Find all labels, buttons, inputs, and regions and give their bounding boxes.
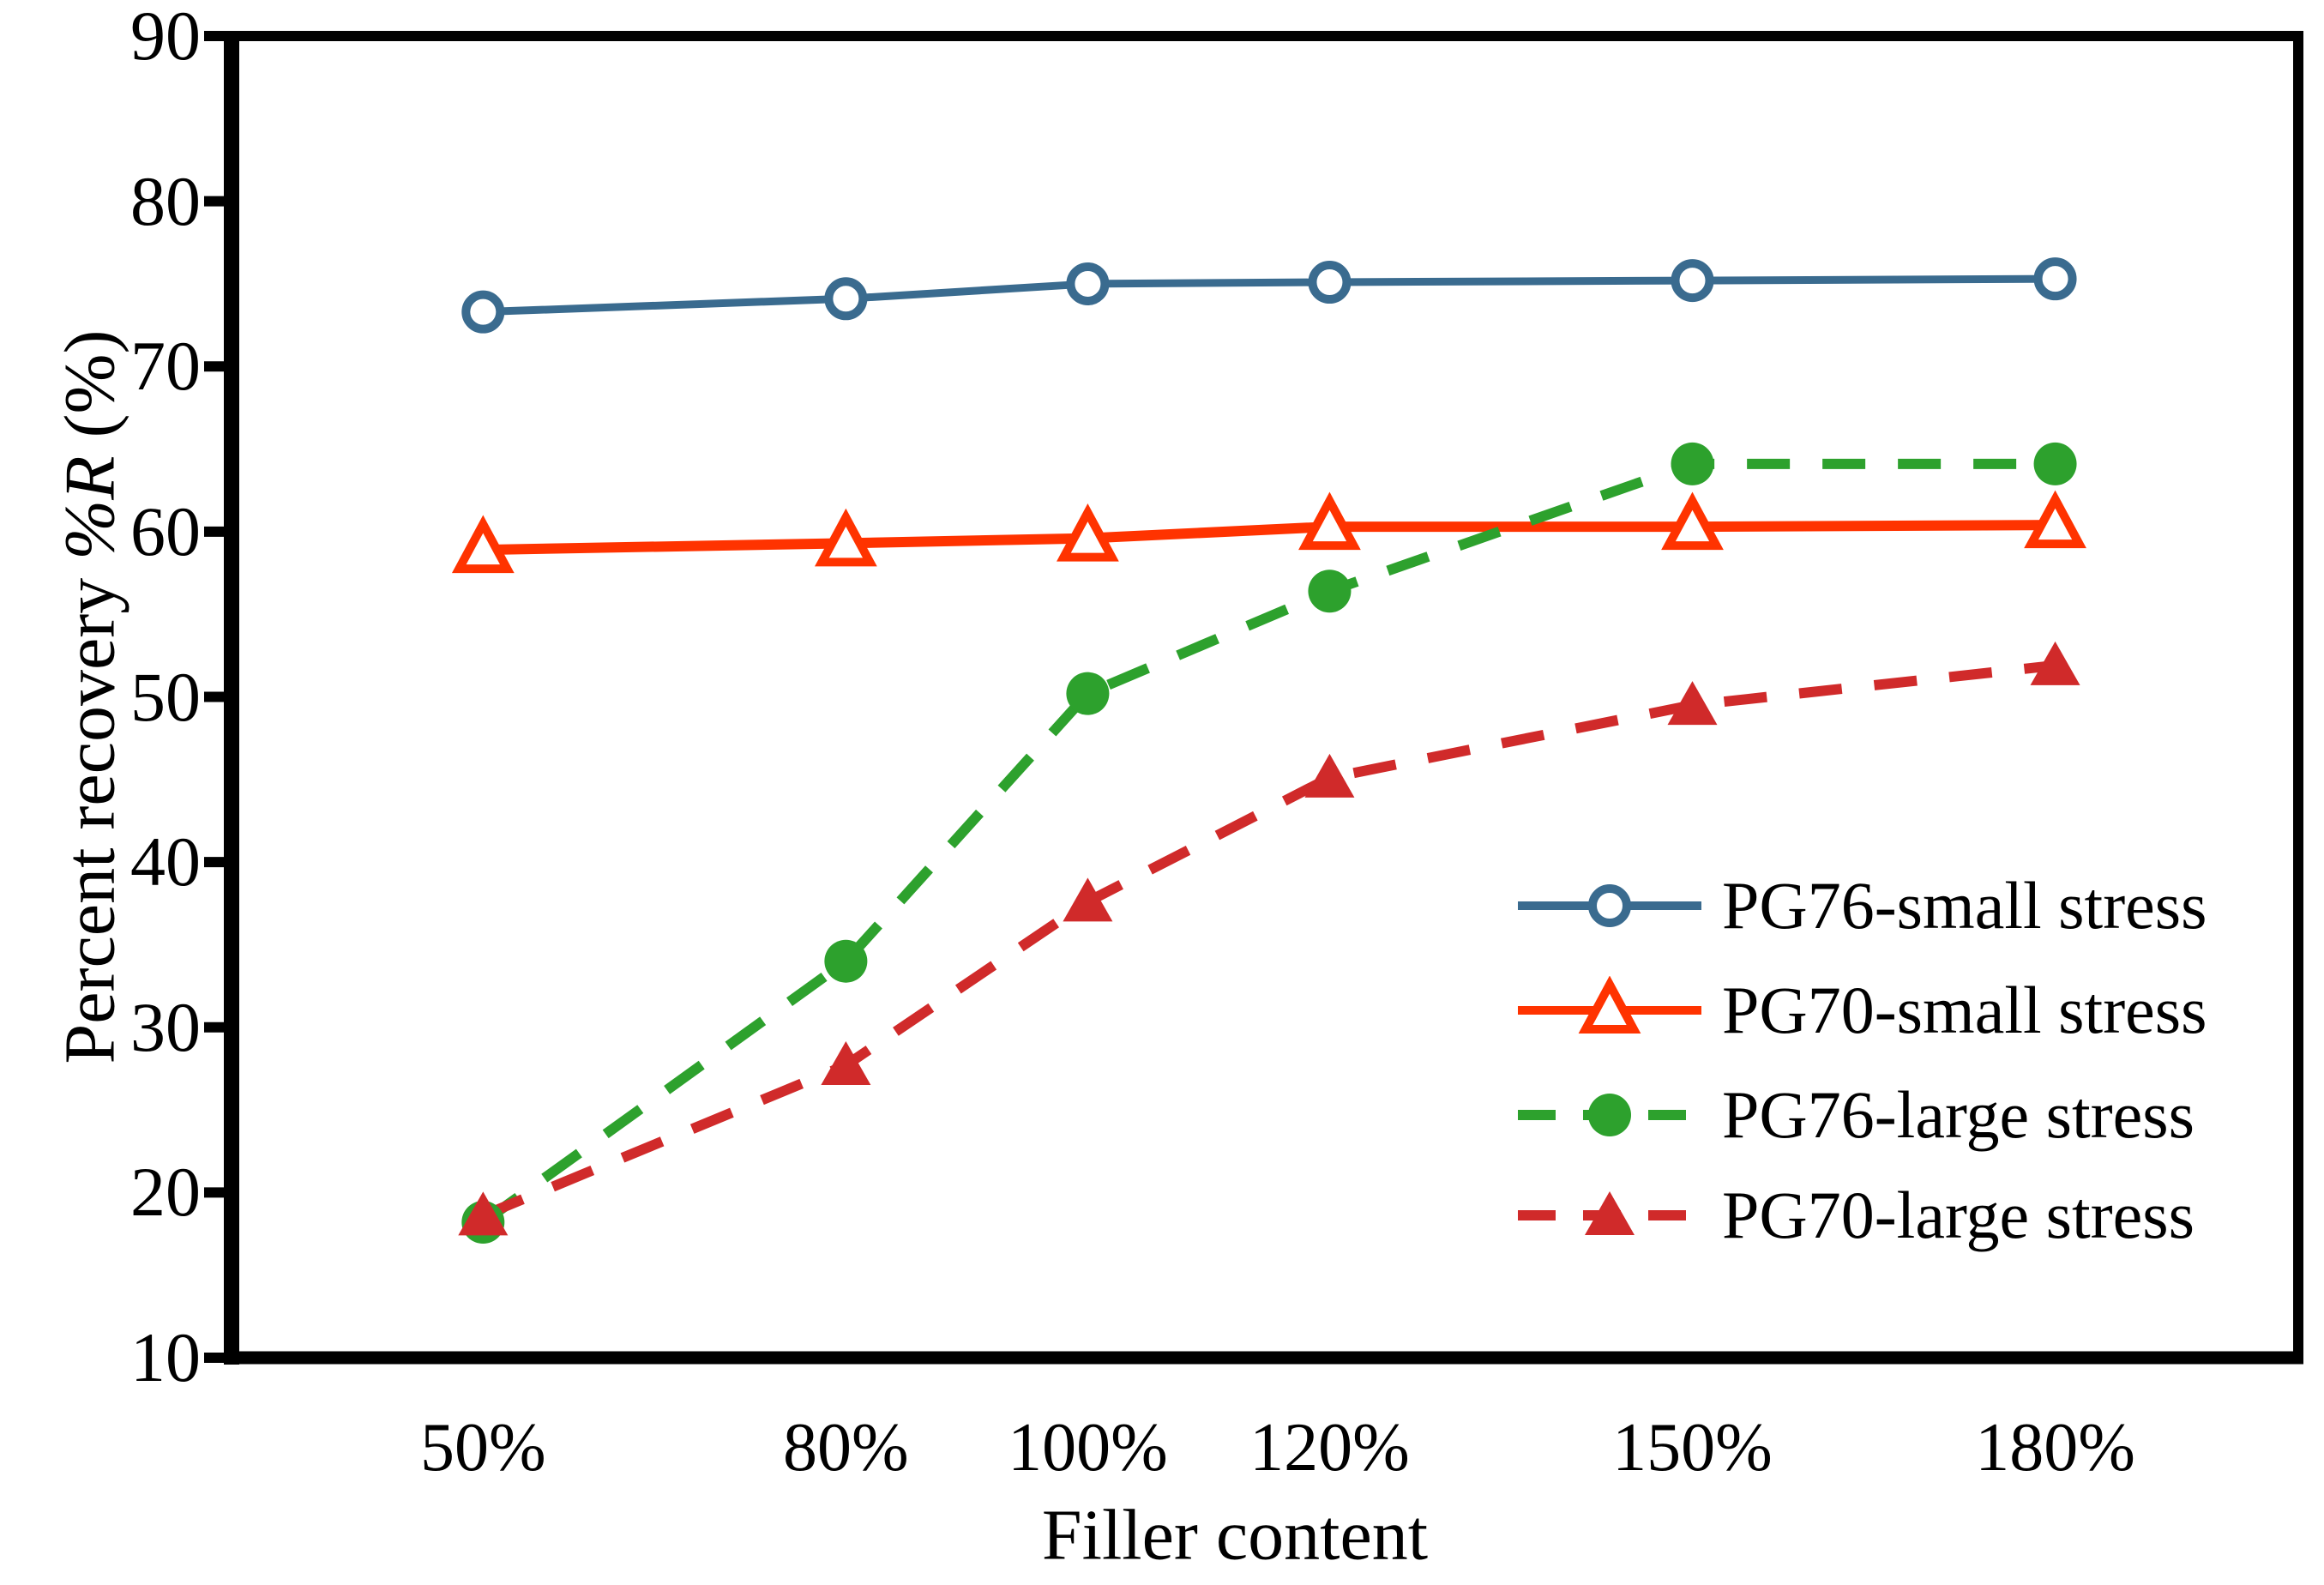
marker-pg76-small-stress-120-	[1308, 261, 1352, 304]
y-tick-label: 80	[130, 161, 201, 240]
legend-item-pg76-large-stress: PG76-large stress	[1516, 1081, 2195, 1149]
legend-item-pg76-small-stress: PG76-small stress	[1516, 871, 2207, 940]
marker-pg76-large-stress-120-	[1308, 570, 1352, 613]
y-tick-label: 70	[130, 327, 201, 406]
y-tick-label: 90	[130, 0, 201, 75]
marker-pg70-large-stress-180-	[2030, 641, 2080, 685]
y-tick-label: 40	[130, 823, 201, 901]
marker-pg70-small-stress-120-	[1298, 491, 1361, 551]
marker-pg70-large-stress-80-	[821, 1041, 871, 1086]
legend-marker-filled-triangle	[1585, 1191, 1635, 1235]
legend-swatch-pg76-large-stress	[1518, 1094, 1701, 1136]
marker-pg76-large-stress-150-	[1671, 442, 1714, 485]
marker-pg76-small-stress-50-	[461, 290, 505, 334]
y-tick-label: 60	[130, 491, 201, 570]
marker-pg70-large-stress-150-	[1667, 681, 1718, 726]
legend-swatch-pg70-large-stress	[1518, 1191, 1701, 1235]
marker-pg70-small-stress-180-	[2024, 490, 2086, 549]
x-tick-label: 100%	[1008, 1410, 1168, 1486]
marker-pg76-large-stress-180-	[2033, 442, 2077, 485]
marker-pg70-large-stress-120-	[1304, 753, 1355, 798]
marker-pg70-small-stress-50-	[451, 515, 515, 574]
y-tick-label: 30	[130, 987, 201, 1066]
x-tick-label: 80%	[783, 1410, 909, 1486]
marker-pg76-small-stress-80-	[824, 277, 868, 321]
legend-label: PG70-large stress	[1722, 1178, 2195, 1252]
marker-pg70-small-stress-150-	[1661, 491, 1724, 551]
y-axis-title: Percent recovery %R (%)	[0, 0, 180, 1394]
x-tick-label: 180%	[1975, 1410, 2135, 1486]
marker-pg70-large-stress-50-	[458, 1191, 509, 1236]
marker-pg70-large-stress-100-	[1063, 877, 1113, 922]
legend-marker-open-circle	[1588, 884, 1631, 927]
marker-pg76-small-stress-100-	[1066, 262, 1110, 305]
y-tick-label: 10	[130, 1318, 201, 1396]
legend-label: PG76-large stress	[1722, 1077, 2195, 1152]
y-tick-label: 20	[130, 1153, 201, 1232]
series-line-pg70-small-stress	[483, 520, 2056, 556]
series-line-pg76-small-stress	[483, 274, 2056, 316]
marker-pg76-large-stress-100-	[1066, 672, 1110, 715]
legend-label: PG70-small stress	[1722, 973, 2207, 1047]
marker-pg70-small-stress-80-	[815, 508, 877, 567]
y-axis-title-part: Percent recovery	[50, 559, 130, 1064]
legend-marker-filled-circle	[1588, 1094, 1631, 1136]
legend-item-pg70-small-stress: PG70-small stress	[1516, 976, 2207, 1045]
series-line-pg70-large-stress	[481, 660, 2056, 1220]
series-line-pg76-large-stress	[479, 458, 2056, 1226]
legend-swatch-pg70-small-stress	[1518, 976, 1701, 1034]
x-axis-title: Filler content	[1041, 1495, 1429, 1576]
x-tick-label: 120%	[1249, 1410, 1410, 1486]
x-tick-label: 50%	[419, 1410, 546, 1486]
marker-pg76-small-stress-150-	[1671, 259, 1714, 303]
marker-pg76-large-stress-80-	[824, 939, 868, 983]
x-tick-label: 150%	[1612, 1410, 1773, 1486]
legend-marker-open-triangle	[1578, 976, 1641, 1034]
plot-frame	[226, 31, 2303, 1363]
y-tick-label: 50	[130, 657, 201, 736]
legend-item-pg70-large-stress: PG70-large stress	[1516, 1181, 2195, 1250]
legend-swatch-pg76-small-stress	[1518, 884, 1701, 927]
marker-pg70-small-stress-100-	[1057, 503, 1119, 562]
y-axis-title-part: %R	[50, 455, 130, 560]
legend-label: PG76-small stress	[1722, 868, 2207, 943]
marker-pg76-small-stress-180-	[2033, 257, 2077, 301]
y-axis-title-part: (%)	[50, 329, 130, 456]
